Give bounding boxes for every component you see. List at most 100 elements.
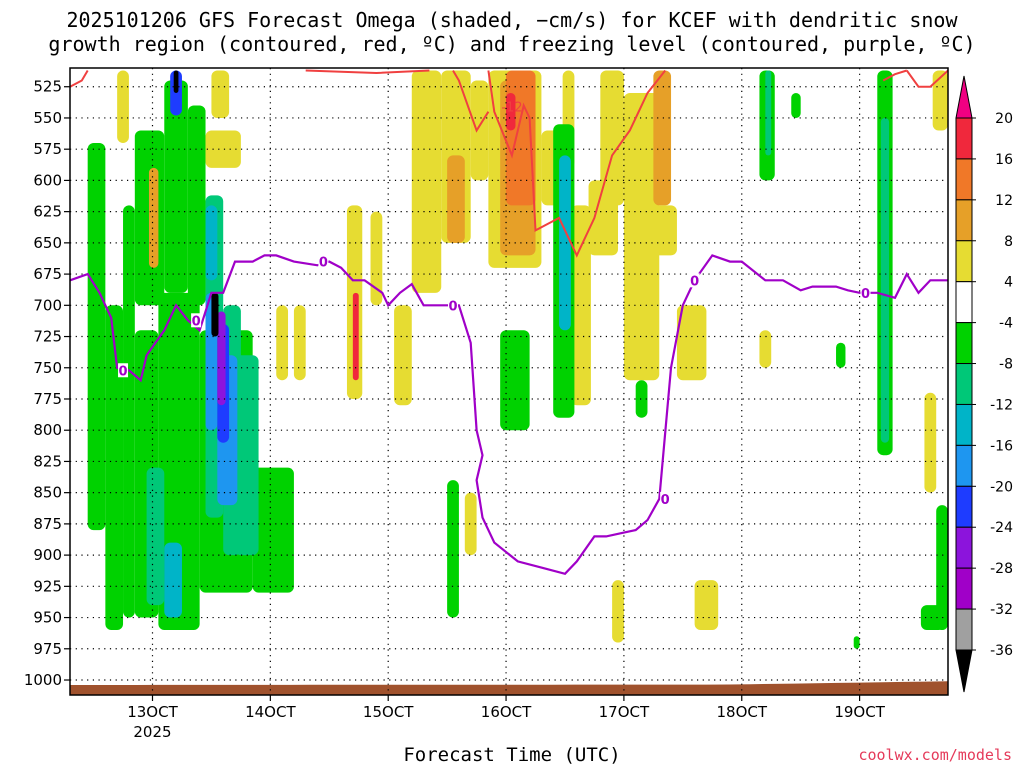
dendritic-contour — [305, 69, 430, 75]
x-tick-sublabel: 2025 — [133, 723, 171, 741]
omega-cell — [623, 92, 660, 381]
omega-cell — [600, 70, 624, 206]
freezing-level-label: 0 — [861, 287, 870, 302]
y-tick-label: 925 — [33, 577, 62, 595]
omega-cell — [836, 342, 846, 368]
omega-cell — [117, 70, 129, 143]
dendritic-contour — [70, 69, 89, 88]
freezing-level-label: 0 — [448, 299, 457, 314]
y-tick-label: 550 — [33, 109, 62, 127]
colorbar-band — [955, 567, 973, 610]
colorbar-label: -4 — [999, 316, 1013, 332]
colorbar-label: 12 — [995, 193, 1013, 209]
omega-cell — [936, 505, 948, 631]
omega-cell — [447, 480, 459, 618]
colorbar-band — [955, 363, 973, 405]
colorbar-label: -8 — [999, 357, 1013, 373]
colorbar-label: 8 — [1004, 234, 1013, 250]
freezing-label-bg — [448, 298, 459, 313]
omega-cell — [148, 167, 159, 268]
colorbar-label: 4 — [1004, 275, 1013, 291]
omega-cell — [276, 305, 289, 381]
dendritic-contour — [882, 69, 908, 82]
freezing-level-label: 0 — [192, 314, 201, 329]
omega-cell — [87, 142, 106, 531]
chart-title-line-2: growth region (contoured, red, ºC) and f… — [48, 32, 976, 56]
omega-cell — [205, 205, 218, 281]
omega-cell — [932, 70, 948, 131]
y-tick-label: 950 — [33, 609, 62, 627]
colorbar-label: -20 — [990, 479, 1013, 495]
omega-cell — [394, 305, 412, 406]
x-tick-label: 19OCT — [834, 703, 885, 721]
y-tick-label: 850 — [33, 484, 62, 502]
y-tick-label: 675 — [33, 265, 62, 283]
omega-cell — [205, 130, 241, 168]
omega-cell — [506, 92, 516, 131]
colorbar-band — [955, 240, 973, 283]
freezing-level-label: 0 — [661, 493, 670, 508]
omega-cell — [612, 580, 624, 643]
y-tick-label: 875 — [33, 515, 62, 533]
omega-cell — [164, 542, 182, 618]
omega-cell — [173, 70, 179, 93]
y-tick-label: 800 — [33, 421, 62, 439]
y-axis: 525 550 575 600 625 650 675 700 725 750 775 800 825 8… — [24, 78, 70, 689]
colorbar-label: -36 — [990, 643, 1013, 659]
omega-cell — [653, 70, 672, 206]
y-tick-label: 575 — [33, 140, 62, 158]
omega-cell — [759, 330, 772, 368]
freezing-label-bg — [318, 254, 329, 269]
chart-title-line-1: 2025101206 GFS Forecast Omega (shaded, −… — [66, 8, 958, 32]
omega-cell — [635, 380, 648, 418]
colorbar-under-arrow — [955, 649, 973, 693]
freezing-level-label: 0 — [690, 274, 699, 289]
dendritic-contour — [487, 69, 666, 258]
x-tick-label: 13OCT — [127, 703, 178, 721]
omega-cell — [164, 80, 188, 293]
colorbar-label: -24 — [990, 520, 1013, 536]
plot-border — [69, 67, 949, 696]
freezing-level-contour — [70, 254, 948, 576]
y-tick-label: 775 — [33, 390, 62, 408]
y-tick-label: 725 — [33, 328, 62, 346]
x-axis: 13OCT 2025 14OCT 15OCT 16OCT 17OCT 18OCT 19OCT — [127, 695, 886, 741]
omega-cell — [370, 211, 383, 306]
omega-cell — [146, 467, 165, 606]
omega-cell — [447, 155, 465, 243]
x-axis-label: Forecast Time (UTC) — [403, 744, 621, 766]
freezing-label-bg — [660, 491, 671, 506]
omega-cell — [765, 70, 772, 156]
omega-cell — [500, 330, 530, 431]
omega-cell — [924, 392, 937, 493]
colorbar-label: 20 — [995, 111, 1013, 127]
colorbar-band — [955, 444, 973, 487]
terrain — [70, 681, 948, 695]
colorbar-label: -12 — [990, 397, 1013, 413]
omega-shading — [87, 70, 948, 649]
y-tick-label: 825 — [33, 452, 62, 470]
omega-cell — [123, 205, 135, 618]
omega-cell — [791, 92, 801, 118]
omega-cell — [853, 636, 860, 649]
x-tick-label: 16OCT — [481, 703, 532, 721]
colorbar-over-arrow — [955, 75, 973, 119]
colorbar-band — [955, 403, 973, 446]
contours: -12 0 0 0 0 0 0 0 — [70, 69, 948, 576]
omega-cell — [676, 305, 707, 381]
x-tick-label: 14OCT — [245, 703, 296, 721]
dendritic-contour-label: -12 — [501, 101, 522, 116]
credit-link[interactable]: coolwx.com/models — [858, 746, 1012, 764]
colorbar-label: 16 — [995, 152, 1013, 168]
y-tick-label: 600 — [33, 171, 62, 189]
omega-cell — [187, 105, 206, 306]
freezing-label-bg — [860, 285, 871, 300]
colorbar-label: -16 — [990, 438, 1013, 454]
omega-cell — [559, 155, 571, 331]
omega-cell — [217, 311, 226, 406]
colorbar-band — [955, 117, 973, 160]
omega-cell — [234, 355, 259, 556]
colorbar-band — [955, 485, 973, 528]
omega-cell — [411, 70, 442, 293]
